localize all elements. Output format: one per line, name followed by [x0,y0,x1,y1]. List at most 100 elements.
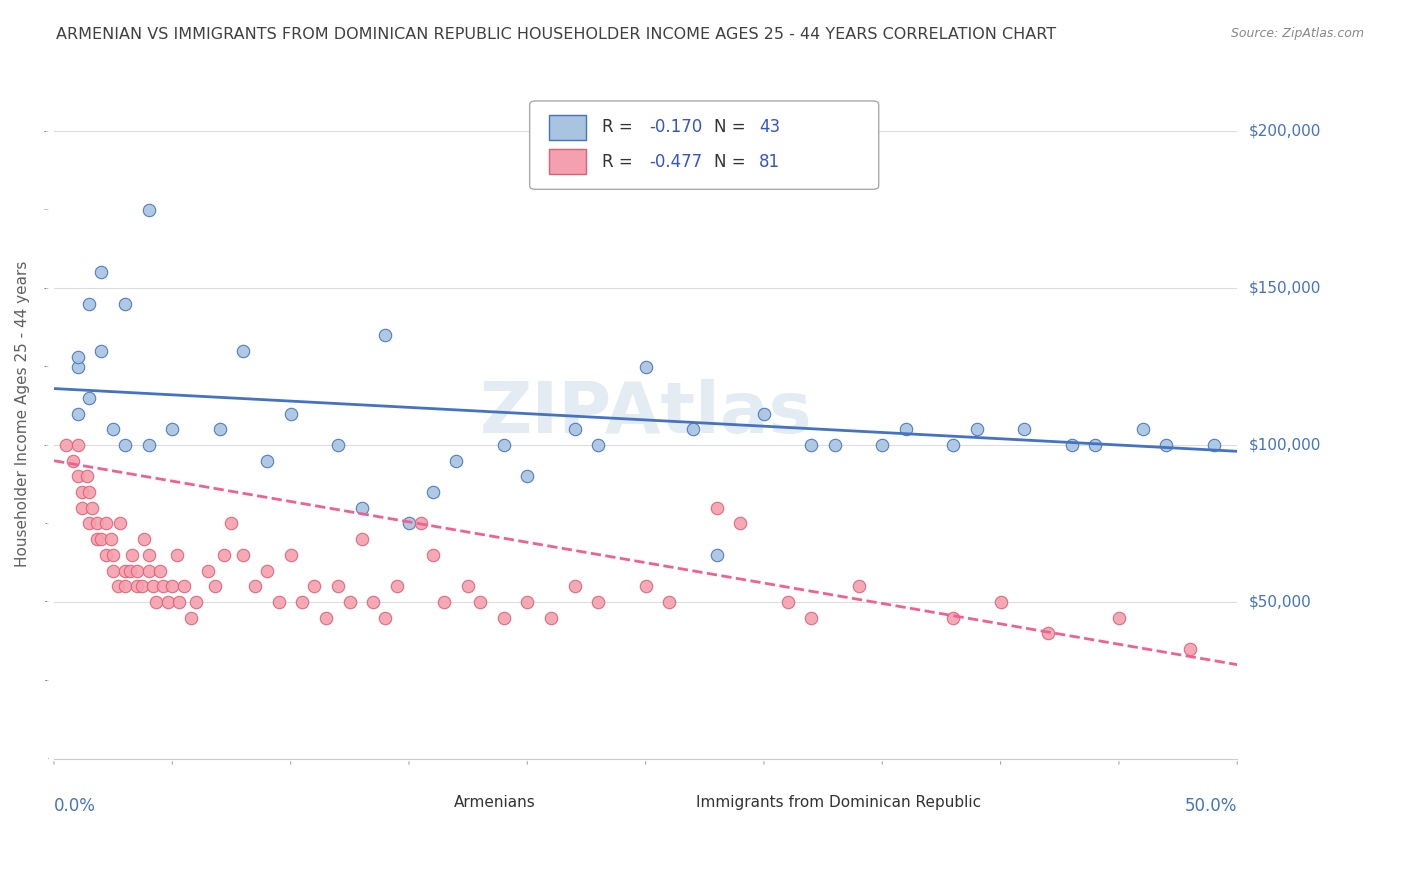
Point [894,422,917,436]
Text: R =: R = [602,119,638,136]
Point [232,343,254,358]
Point [256,453,278,467]
Point [131,579,153,593]
Point [214,548,236,562]
Text: N =: N = [714,119,751,136]
Point [114,438,136,452]
Point [1202,438,1225,452]
Point [138,564,160,578]
Point [409,516,432,531]
Text: $150,000: $150,000 [1249,281,1320,295]
Point [363,595,385,609]
Point [208,422,231,436]
Point [169,595,191,609]
Point [156,595,179,609]
Text: Source: ZipAtlas.com: Source: ZipAtlas.com [1230,27,1364,40]
Point [76,469,98,483]
Point [79,516,101,531]
Point [138,202,160,217]
Point [66,350,89,364]
Point [184,595,207,609]
Point [94,548,117,562]
Point [280,407,302,421]
Point [90,343,112,358]
Point [173,579,195,593]
Point [634,359,657,374]
Point [79,391,101,405]
Point [166,548,188,562]
Text: $50,000: $50,000 [1249,594,1310,609]
Text: 0.0%: 0.0% [53,797,96,814]
Point [204,579,226,593]
Point [870,438,893,452]
Point [398,516,420,531]
Point [72,500,94,515]
Point [162,422,184,436]
Text: 43: 43 [759,119,780,136]
Point [107,579,129,593]
Point [588,438,610,452]
Point [180,610,202,624]
Point [966,422,988,436]
Point [658,595,681,609]
Point [80,500,103,515]
Text: 81: 81 [759,153,780,170]
Point [350,500,373,515]
Point [304,579,326,593]
Point [848,579,870,593]
Y-axis label: Householder Income Ages 25 - 44 years: Householder Income Ages 25 - 44 years [15,260,30,566]
Point [114,564,136,578]
Point [152,579,174,593]
Point [942,610,965,624]
Point [706,548,728,562]
Point [564,579,586,593]
Point [145,595,167,609]
Point [94,516,117,531]
Point [55,438,77,452]
Point [86,516,108,531]
Point [1036,626,1059,640]
Point [138,438,160,452]
Point [730,516,752,531]
Point [326,579,349,593]
Point [118,564,141,578]
Point [800,610,823,624]
Point [422,485,444,500]
Text: Immigrants from Dominican Republic: Immigrants from Dominican Republic [696,795,981,810]
Text: Armenians: Armenians [454,795,536,810]
Point [291,595,314,609]
Point [101,422,124,436]
Point [706,500,728,515]
Point [100,532,122,546]
Text: $200,000: $200,000 [1249,124,1320,139]
Point [121,548,143,562]
Point [149,564,172,578]
Point [1012,422,1035,436]
FancyBboxPatch shape [548,115,586,140]
Point [350,532,373,546]
Point [326,438,349,452]
Text: 50.0%: 50.0% [1185,797,1237,814]
Point [90,532,112,546]
Point [339,595,361,609]
Point [1132,422,1154,436]
Point [280,548,302,562]
Point [66,359,89,374]
Point [232,548,254,562]
Point [1108,610,1130,624]
Point [125,579,148,593]
Point [374,328,396,343]
Text: -0.477: -0.477 [650,153,702,170]
Text: R =: R = [602,153,638,170]
Point [1084,438,1107,452]
Point [682,422,704,436]
Point [125,564,148,578]
Point [66,407,89,421]
Point [86,532,108,546]
Point [66,469,89,483]
Point [446,453,468,467]
Point [942,438,965,452]
Point [267,595,290,609]
Point [588,595,610,609]
Text: ZIPAtlas: ZIPAtlas [479,379,811,448]
